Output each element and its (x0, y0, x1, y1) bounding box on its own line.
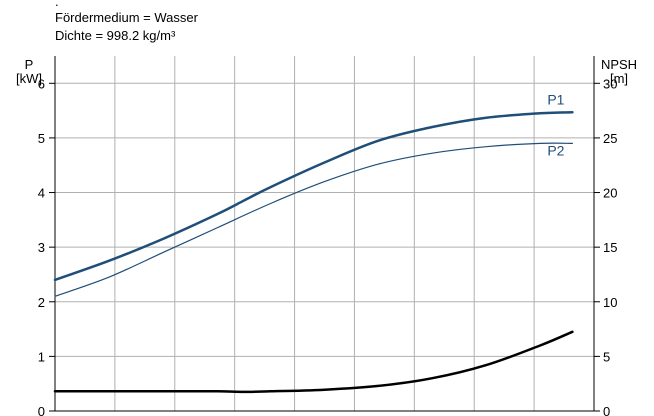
series-line-p2 (54, 142, 573, 297)
right-tick-label: 25 (603, 131, 617, 146)
right-axis-unit: [m] (609, 71, 629, 86)
right-axis-title: NPSH [m] (594, 58, 644, 86)
density-label: Dichte = 998.2 kg/m³ (55, 28, 176, 43)
left-tick-label: 6 (38, 76, 45, 91)
left-tick-label: 0 (38, 404, 45, 416)
left-axis-label: P (24, 57, 34, 72)
left-tick-label: 3 (38, 240, 45, 255)
right-tick-label: 30 (603, 76, 617, 91)
left-axis-unit: [kW] (16, 71, 42, 86)
header-dot: . (55, 0, 59, 9)
right-axis-label: NPSH (600, 57, 638, 72)
left-tick-label: 4 (38, 186, 45, 201)
right-tick-label: 0 (603, 404, 610, 416)
series-line-npsh (53, 330, 574, 394)
left-axis-title: P [kW] (14, 58, 44, 86)
right-tick-label: 15 (603, 240, 617, 255)
series-line-p1 (53, 111, 574, 282)
curve-label-p2: P2 (547, 142, 564, 158)
left-tick-label: 5 (38, 131, 45, 146)
right-tick-label: 5 (603, 349, 610, 364)
right-tick-label: 20 (603, 186, 617, 201)
left-tick-label: 2 (38, 295, 45, 310)
right-tick-label: 10 (603, 295, 617, 310)
medium-label: Fördermedium = Wasser (55, 10, 198, 25)
curve-label-p1: P1 (547, 91, 564, 107)
left-tick-label: 1 (38, 349, 45, 364)
